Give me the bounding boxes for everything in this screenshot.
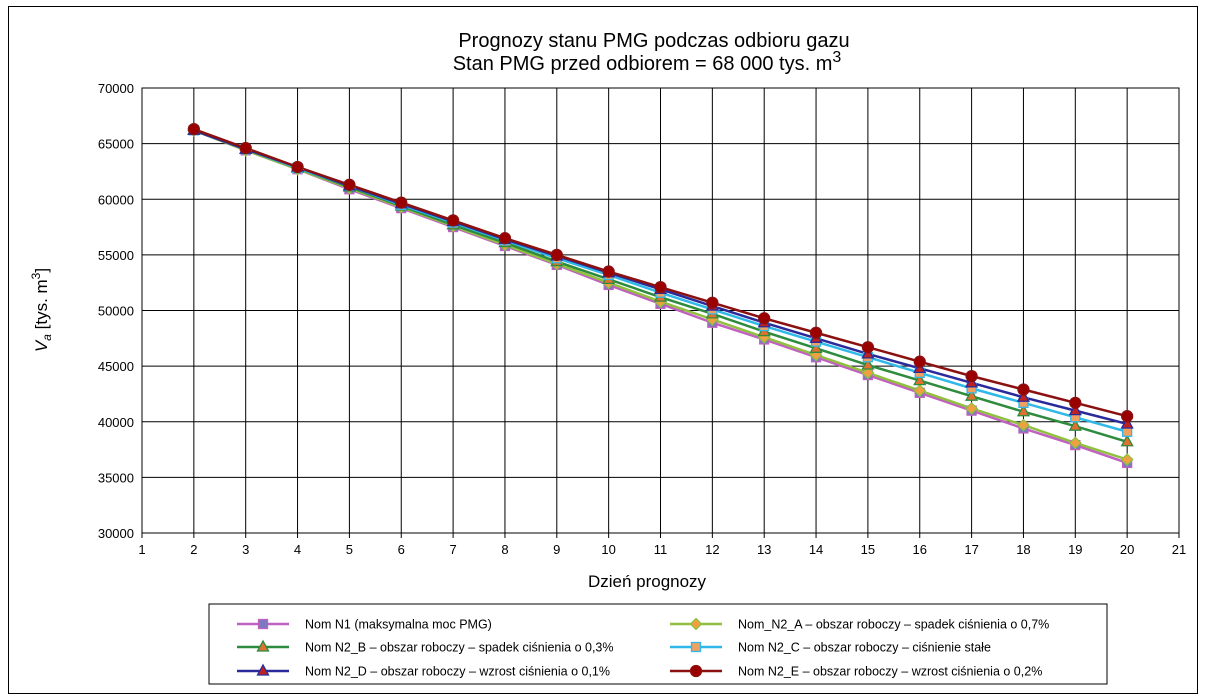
data-point-1 [1120,453,1134,466]
y-tick-label: 55000 [98,248,134,263]
y-tick-label: 35000 [98,470,134,485]
data-point-5 [446,214,460,227]
data-point-2 [1120,434,1134,447]
legend-entry-label: Nom_N2_A – obszar roboczy – spadek ciśni… [738,618,1049,632]
legend-entry-label: Nom N2_C – obszar roboczy – ciśnienie st… [738,641,991,655]
data-point-5 [550,248,563,262]
data-point-4 [1120,416,1134,429]
x-tick-label: 8 [501,542,508,557]
grid-lines [141,87,1180,538]
x-tick-label: 2 [190,542,197,557]
x-tick-label: 13 [757,542,771,557]
y-axis-label: Va [tys. m3] [29,268,54,352]
x-tick-label: 21 [1172,542,1186,557]
data-point-5 [861,341,875,354]
x-tick-label: 18 [1016,542,1030,557]
data-point-4 [1016,389,1031,402]
data-point-5 [498,232,512,245]
data-point-5 [1017,383,1030,396]
x-tick-label: 19 [1068,542,1082,557]
y-tick-label: 45000 [98,359,134,374]
legend: Nom N1 (maksymalna moc PMG) Nom_N2_A – ob… [237,618,1049,679]
data-point-5 [809,326,823,339]
x-tick-label: 3 [242,542,249,557]
data-point-2 [1068,418,1082,431]
data-point-5 [706,296,719,309]
legend-swatch-marker [256,639,270,652]
y-tick-label: 70000 [98,81,134,96]
x-tick-label: 12 [705,542,719,557]
data-point-2 [965,388,979,401]
x-tick-label: 15 [861,542,875,557]
data-point-5 [965,369,978,383]
data-point-2 [809,340,823,353]
data-point-5 [654,280,667,294]
y-tick-label: 60000 [98,192,134,207]
x-tick-label: 4 [294,542,301,557]
x-tick-label: 20 [1120,542,1134,557]
y-tick-label: 50000 [98,304,134,319]
data-point-5 [343,178,356,191]
data-point-5 [1069,396,1082,409]
y-tick-label: 65000 [98,137,134,152]
title-superscript: 3 [832,49,841,66]
data-point-1 [913,384,927,398]
x-tick-label: 6 [398,542,405,557]
legend-swatch-marker [689,617,703,631]
x-tick-label: 14 [809,542,823,557]
line-chart: Prognozy stanu PMG podczas odbioru gazu … [29,30,1186,685]
legend-swatch-marker [256,663,270,676]
x-axis-label: Dzień prognozy [588,572,707,591]
data-point-1 [1017,418,1030,432]
data-point-1 [1068,436,1082,450]
chart-title-line2: Stan PMG przed odbiorem = 68 000 tys. m3 [453,49,842,75]
y-tick-label: 30000 [98,526,134,541]
data-point-5 [395,196,408,209]
data-point-5 [913,355,926,368]
legend-box [208,603,1108,685]
legend-entry-label: Nom N2_B – obszar roboczy – spadek ciśni… [305,641,614,655]
data-point-1 [965,401,979,415]
chart-title-line1: Prognozy stanu PMG podczas odbioru gazu [458,30,849,52]
legend-swatch-marker [257,618,269,630]
data-point-5 [758,312,771,325]
data-point-5 [187,123,201,136]
plot-area [141,87,1180,534]
data-point-5 [291,160,304,174]
legend-swatch-marker [690,641,702,653]
data-point-5 [602,265,615,278]
x-tick-label: 7 [449,542,456,557]
data-point-5 [239,141,252,155]
x-tick-label: 5 [346,542,353,557]
x-tick-label: 10 [601,542,615,557]
tick-labels: 30000 35000 40000 45000 50000 55000 60000 65000… [98,81,1186,557]
y-tick-label: 40000 [98,415,134,430]
chart-frame: Prognozy stanu PMG podczas odbioru gazu … [8,6,1198,694]
x-tick-label: 16 [913,542,927,557]
x-tick-label: 1 [138,542,145,557]
x-tick-label: 17 [964,542,978,557]
data-point-2 [861,357,875,370]
legend-entry-label: Nom N2_D – obszar roboczy – wzrost ciśni… [305,665,610,679]
x-tick-label: 9 [553,542,560,557]
legend-entry-label: Nom N2_E – obszar roboczy – wzrost ciśni… [738,665,1042,679]
data-point-2 [1016,404,1031,417]
legend-entry-label: Nom N1 (maksymalna moc PMG) [305,618,492,632]
data-point-4 [1068,403,1082,416]
data-point-1 [861,366,875,380]
series-markers [187,122,1134,469]
data-point-2 [913,373,927,386]
data-point-5 [1121,410,1134,423]
legend-swatch-marker [689,664,703,678]
x-tick-label: 11 [654,542,668,557]
